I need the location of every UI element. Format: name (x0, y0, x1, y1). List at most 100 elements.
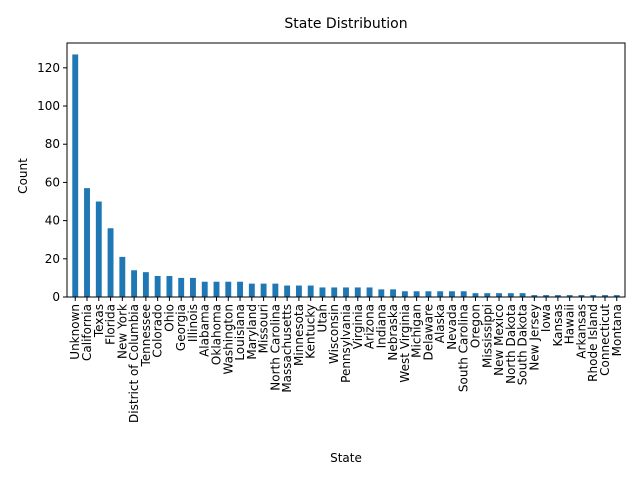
x-tick-label: Wisconsin (327, 304, 341, 364)
x-tick-label: Georgia (174, 304, 188, 351)
y-axis: 0 20 40 60 80 100 120 (37, 61, 67, 304)
y-tick-label: 100 (37, 99, 60, 113)
bar (613, 295, 620, 297)
x-tick-label: Massachusetts (280, 304, 294, 393)
bar (307, 285, 314, 297)
bar (343, 287, 349, 297)
bar (460, 291, 467, 297)
x-tick-label: South Dakota (516, 304, 530, 385)
y-tick-label: 0 (52, 290, 60, 304)
bar (119, 256, 126, 297)
bar (531, 295, 538, 297)
x-tick-label: New York (115, 304, 129, 359)
bar (472, 293, 479, 297)
bar (260, 283, 267, 297)
x-tick-label: Oklahoma (210, 304, 224, 365)
x-tick-label: New Jersey (527, 304, 541, 371)
bar (272, 283, 279, 297)
bar (354, 287, 361, 297)
bar (413, 291, 420, 297)
bar (95, 201, 102, 297)
x-tick-label: Arkansas (574, 304, 588, 359)
x-tick-label: Nevada (445, 304, 459, 350)
x-tick-label: Colorado (151, 304, 165, 358)
x-tick-label: Connecticut (598, 304, 612, 376)
bar (484, 293, 491, 297)
x-tick-label: Hawaii (563, 304, 577, 344)
x-tick-label: Missouri (257, 304, 271, 353)
chart-title: State Distribution (284, 16, 407, 32)
x-tick-label: Utah (315, 304, 329, 332)
x-tick-label: Tennessee (139, 304, 153, 368)
x-tick-label: District of Columbia (127, 304, 141, 423)
bar (425, 291, 432, 297)
x-tick-label: Kansas (551, 304, 565, 346)
bar (142, 272, 149, 297)
x-tick-label: Kentucky (304, 304, 318, 359)
bar (72, 54, 79, 297)
x-tick-label: North Carolina (268, 304, 282, 391)
bar (190, 277, 196, 297)
bar (390, 289, 397, 297)
x-tick-label: Virginia (351, 304, 365, 349)
x-tick-label: New Mexico (492, 304, 506, 376)
bar (237, 281, 243, 297)
x-tick-label: South Carolina (457, 304, 471, 392)
y-tick-label: 20 (45, 252, 60, 266)
x-tick-label: Indiana (374, 304, 388, 348)
x-tick-label: North Dakota (504, 304, 518, 384)
x-tick-label: Louisiana (233, 304, 247, 361)
bar (566, 295, 573, 297)
bar (213, 281, 220, 297)
bar (554, 295, 561, 297)
bar (507, 293, 514, 297)
bar (519, 293, 526, 297)
bar (107, 228, 114, 297)
bar (154, 275, 161, 297)
bar (178, 277, 185, 297)
bar (449, 291, 455, 297)
bar (319, 287, 326, 297)
x-tick-label: Maryland (245, 304, 259, 360)
bar (201, 281, 208, 297)
bar (131, 270, 138, 297)
x-tick-label: Pennsylvania (339, 304, 353, 383)
bar (401, 291, 408, 297)
bar (225, 281, 232, 297)
bar (166, 275, 173, 297)
y-axis-label: Count (16, 158, 30, 194)
bar (437, 291, 444, 297)
bar (248, 283, 255, 297)
x-tick-label: Illinois (186, 304, 200, 342)
x-tick-label: Washington (221, 304, 235, 375)
x-tick-label: Michigan (410, 304, 424, 358)
bar (378, 289, 385, 297)
bar (590, 295, 597, 297)
x-tick-label: West Virginia (398, 304, 412, 383)
bar (84, 188, 90, 297)
x-tick-label: Delaware (421, 304, 435, 361)
bar (331, 287, 338, 297)
y-tick-label: 40 (45, 214, 60, 228)
plot-frame (66, 42, 626, 298)
x-tick-label: Montana (610, 304, 624, 356)
x-tick-label: Mississippi (480, 304, 494, 368)
bar (602, 295, 608, 297)
x-tick-label: Texas (92, 304, 106, 338)
bars (72, 54, 620, 297)
x-tick-label: Minnesota (292, 304, 306, 366)
x-tick-label: Unknown (68, 304, 82, 360)
bar (578, 295, 585, 297)
x-tick-label: Arizona (363, 304, 377, 349)
x-tick-label: Florida (104, 304, 118, 345)
bar (496, 293, 502, 297)
bar (295, 285, 302, 297)
x-tick-label: Oregon (468, 304, 482, 348)
x-tick-label: Rhode Island (586, 304, 600, 382)
y-tick-label: 80 (45, 137, 60, 151)
bar (543, 295, 550, 297)
y-tick-label: 120 (37, 61, 60, 75)
x-tick-label: Nebraska (386, 304, 400, 361)
